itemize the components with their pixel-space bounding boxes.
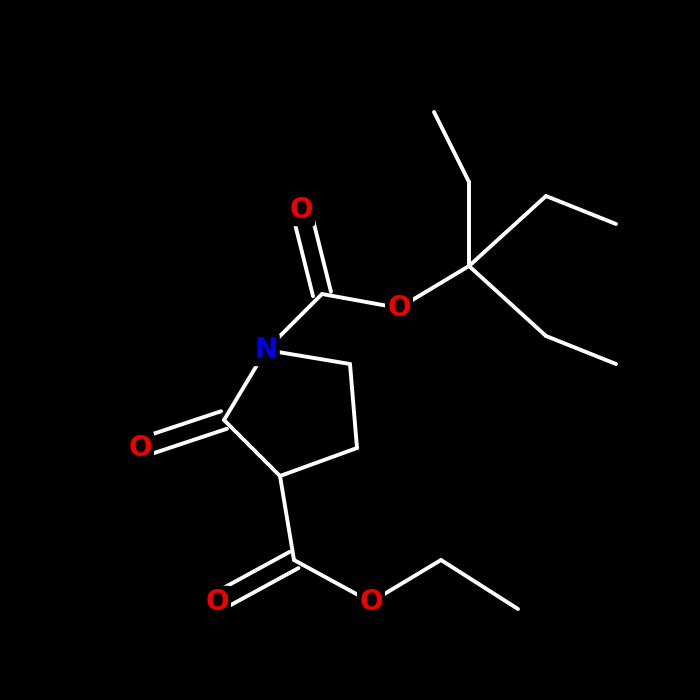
Text: O: O (387, 294, 411, 322)
Text: O: O (205, 588, 229, 616)
Text: O: O (128, 434, 152, 462)
Text: O: O (359, 588, 383, 616)
Text: N: N (254, 336, 278, 364)
Text: O: O (289, 196, 313, 224)
